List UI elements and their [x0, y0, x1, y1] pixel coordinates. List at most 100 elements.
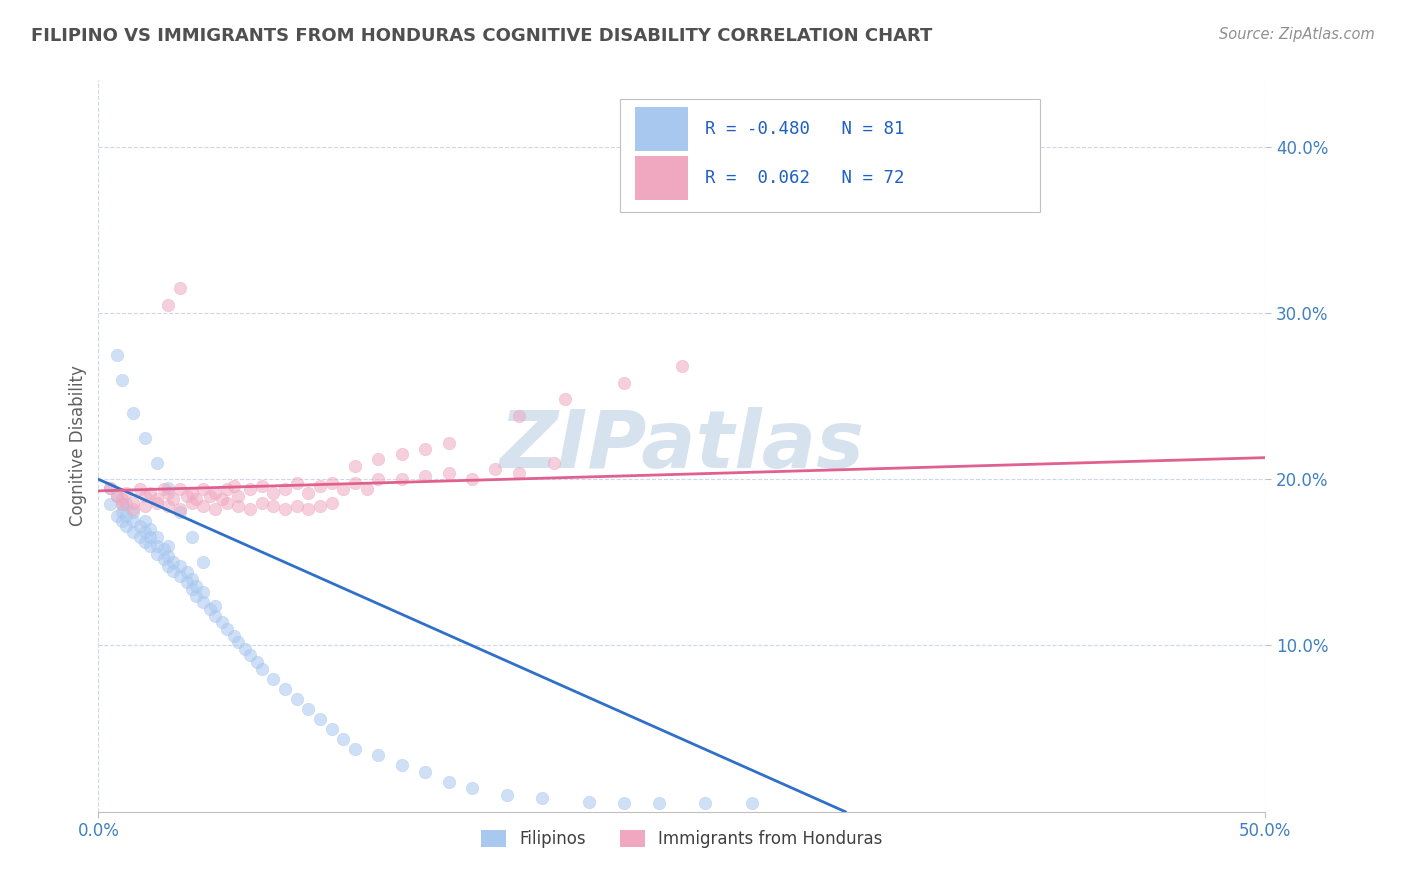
- Point: [204, 485, 226, 500]
- Point: [413, 442, 436, 457]
- Point: [193, 555, 215, 569]
- Point: [309, 479, 332, 493]
- Point: [180, 530, 202, 544]
- Point: [437, 466, 460, 480]
- Point: [193, 482, 215, 496]
- Point: [122, 514, 145, 528]
- Point: [98, 481, 121, 495]
- Point: [152, 552, 174, 566]
- Point: [169, 281, 191, 295]
- Point: [297, 485, 319, 500]
- Point: [105, 347, 128, 362]
- Point: [204, 502, 226, 516]
- Point: [262, 485, 284, 500]
- Point: [111, 372, 134, 386]
- Point: [461, 472, 484, 486]
- Point: [105, 489, 128, 503]
- Point: [152, 482, 174, 496]
- Point: [554, 392, 576, 407]
- Point: [115, 508, 138, 523]
- Point: [122, 525, 145, 540]
- Point: [157, 298, 180, 312]
- Point: [169, 482, 191, 496]
- Point: [157, 499, 180, 513]
- Point: [413, 764, 436, 779]
- Point: [321, 495, 343, 509]
- Point: [496, 788, 519, 802]
- Point: [530, 791, 553, 805]
- Point: [200, 602, 222, 616]
- Point: [162, 564, 184, 578]
- Legend: Filipinos, Immigrants from Honduras: Filipinos, Immigrants from Honduras: [475, 823, 889, 855]
- Point: [239, 502, 262, 516]
- Point: [134, 535, 156, 549]
- Point: [200, 489, 222, 503]
- Point: [695, 797, 717, 811]
- Point: [461, 781, 484, 796]
- Point: [122, 502, 145, 516]
- Point: [274, 482, 297, 496]
- Point: [204, 608, 226, 623]
- Point: [274, 681, 297, 696]
- Point: [222, 628, 245, 642]
- Point: [139, 522, 162, 536]
- FancyBboxPatch shape: [636, 155, 688, 200]
- Point: [111, 497, 134, 511]
- Point: [146, 456, 169, 470]
- Point: [211, 492, 233, 507]
- Point: [274, 502, 297, 516]
- Point: [309, 499, 332, 513]
- Point: [250, 495, 273, 509]
- Point: [297, 701, 319, 715]
- Point: [613, 797, 636, 811]
- Y-axis label: Cognitive Disability: Cognitive Disability: [69, 366, 87, 526]
- Point: [578, 795, 600, 809]
- Point: [215, 622, 238, 636]
- Point: [162, 555, 184, 569]
- Point: [186, 492, 208, 507]
- Point: [413, 469, 436, 483]
- Point: [180, 572, 202, 586]
- Text: Source: ZipAtlas.com: Source: ZipAtlas.com: [1219, 27, 1375, 42]
- Point: [98, 497, 121, 511]
- Point: [111, 506, 134, 520]
- Point: [613, 376, 636, 390]
- Point: [285, 691, 308, 706]
- Point: [332, 482, 354, 496]
- Point: [211, 615, 233, 630]
- Text: ZIPatlas: ZIPatlas: [499, 407, 865, 485]
- Point: [134, 489, 156, 503]
- Point: [391, 447, 413, 461]
- Point: [122, 406, 145, 420]
- Point: [367, 452, 389, 467]
- Point: [111, 514, 134, 528]
- Point: [193, 499, 215, 513]
- Point: [437, 435, 460, 450]
- Point: [250, 479, 273, 493]
- Point: [356, 482, 378, 496]
- Point: [235, 641, 257, 656]
- Point: [146, 492, 169, 507]
- Point: [122, 495, 145, 509]
- Point: [344, 741, 367, 756]
- Point: [193, 595, 215, 609]
- Point: [262, 499, 284, 513]
- Point: [285, 499, 308, 513]
- Point: [332, 731, 354, 746]
- Point: [321, 475, 343, 490]
- Point: [215, 495, 238, 509]
- Point: [134, 431, 156, 445]
- Point: [508, 466, 530, 480]
- Point: [105, 508, 128, 523]
- Point: [285, 475, 308, 490]
- Point: [180, 485, 202, 500]
- FancyBboxPatch shape: [620, 99, 1040, 212]
- Point: [186, 589, 208, 603]
- Point: [180, 582, 202, 596]
- Point: [437, 774, 460, 789]
- Point: [157, 485, 180, 500]
- Point: [176, 566, 198, 580]
- Point: [134, 525, 156, 540]
- Point: [250, 662, 273, 676]
- Point: [105, 489, 128, 503]
